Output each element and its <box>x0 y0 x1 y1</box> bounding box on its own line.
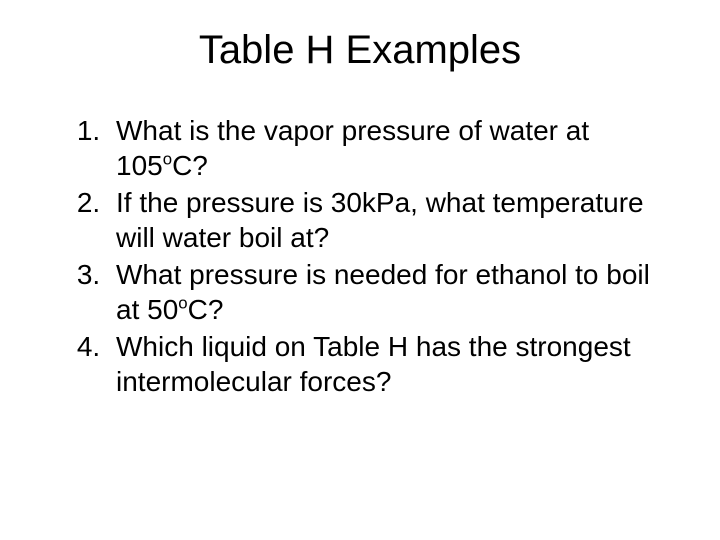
list-item: Which liquid on Table H has the stronges… <box>108 329 670 399</box>
list-item: If the pressure is 30kPa, what temperatu… <box>108 185 670 255</box>
question-list: What is the vapor pressure of water at 1… <box>50 113 670 399</box>
list-item: What pressure is needed for ethanol to b… <box>108 257 670 327</box>
list-item: What is the vapor pressure of water at 1… <box>108 113 670 183</box>
slide: Table H Examples What is the vapor press… <box>0 0 720 540</box>
slide-title: Table H Examples <box>50 28 670 73</box>
